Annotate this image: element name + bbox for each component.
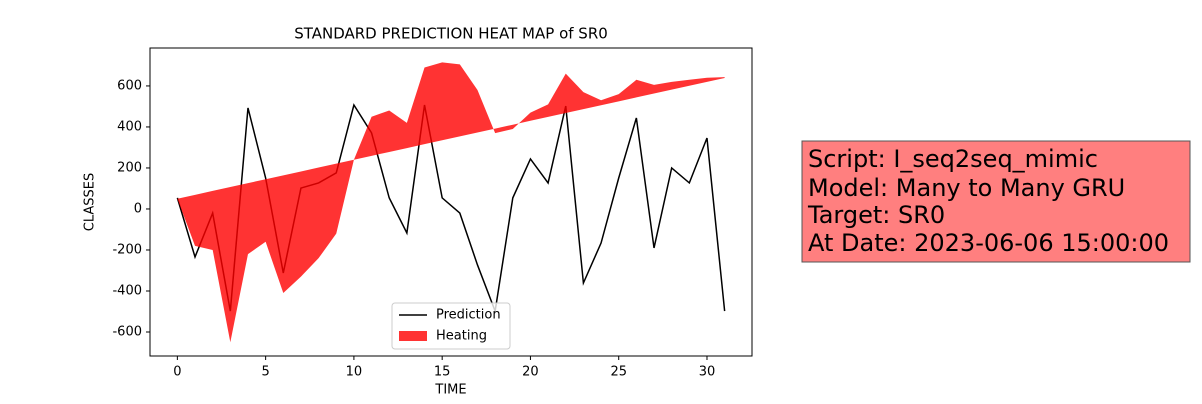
x-tick-label: 10 [346, 365, 363, 380]
info-box [801, 140, 1191, 263]
legend-label: Prediction [436, 308, 501, 323]
x-tick-label: 25 [610, 365, 627, 380]
info-line: Model: Many to Many GRU [808, 174, 1125, 202]
x-tick-label: 20 [522, 365, 539, 380]
x-axis-label: TIME [434, 383, 466, 398]
y-tick-label: 0 [134, 201, 142, 216]
info-line: At Date: 2023-06-06 15:00:00 [808, 229, 1169, 257]
legend-label: Heating [436, 329, 487, 344]
info-line: Script: I_seq2seq_mimic [808, 145, 1098, 173]
legend-swatch [399, 331, 427, 341]
heating-area [177, 62, 725, 343]
y-tick-label: 400 [117, 119, 142, 134]
y-tick-label: -200 [112, 242, 142, 257]
y-tick-label: 600 [117, 78, 142, 93]
chart-title: STANDARD PREDICTION HEAT MAP of SR0 [294, 25, 608, 43]
x-tick-label: 30 [699, 365, 716, 380]
x-tick-label: 15 [434, 365, 451, 380]
legend: Prediction Heating [391, 302, 511, 350]
info-line: Target: SR0 [807, 201, 945, 229]
x-tick-label: 0 [173, 365, 181, 380]
y-tick-label: -600 [112, 325, 142, 340]
axes-frame [149, 47, 753, 357]
y-tick-label: 200 [117, 160, 142, 175]
x-tick-label: 5 [261, 365, 269, 380]
y-axis-label: CLASSES [83, 173, 98, 231]
y-tick-label: -400 [112, 283, 142, 298]
plot-area: 0 5 10 15 20 25 30 -600 -400 -200 0 200 400 600 Predic… [112, 47, 753, 380]
